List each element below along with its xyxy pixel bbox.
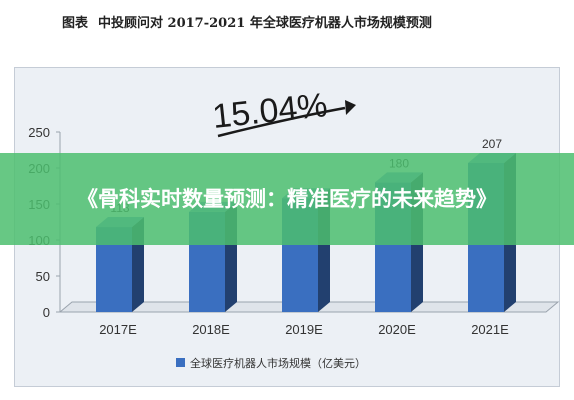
x-tick-label: 2018E — [192, 322, 230, 337]
growth-annotation: 15.04% — [211, 86, 330, 136]
x-tick-label: 2019E — [285, 322, 323, 337]
legend-swatch — [176, 358, 185, 367]
overlay-banner: 《骨科实时数量预测：精准医疗的未来趋势》 — [0, 153, 574, 245]
growth-arrow-line — [217, 106, 346, 138]
x-tick-label: 2021E — [471, 322, 509, 337]
y-tick-label: 250 — [28, 125, 50, 140]
y-tick-label: 50 — [36, 269, 50, 284]
x-tick-label: 2020E — [378, 322, 416, 337]
chart-title: 中投顾问对 2017-2021 年全球医疗机器人市场规模预测 — [98, 16, 432, 31]
y-tick-label: 0 — [43, 305, 50, 320]
banner-text: 《骨科实时数量预测：精准医疗的未来趋势》 — [77, 187, 497, 211]
chart-caption: 图表 中投顾问对 2017-2021 年全球医疗机器人市场规模预测 — [62, 12, 432, 31]
growth-arrow-head — [345, 100, 356, 115]
data-label: 207 — [482, 137, 502, 151]
x-tick-label: 2017E — [99, 322, 137, 337]
legend-label: 全球医疗机器人市场规模（亿美元） — [190, 356, 366, 370]
figure-label: 图表 — [62, 16, 89, 31]
